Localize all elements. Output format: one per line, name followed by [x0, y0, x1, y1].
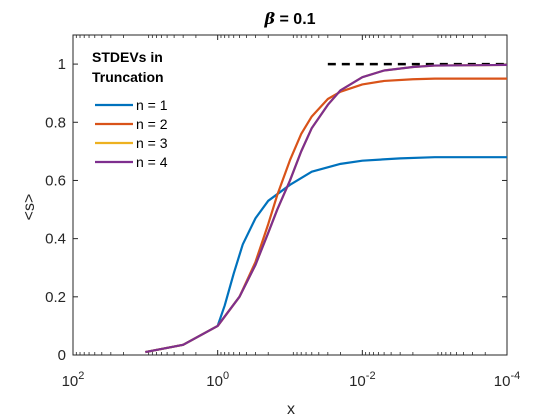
legend-title: STDEVs in: [92, 49, 163, 65]
legend-title: Truncation: [92, 69, 164, 85]
series-line-n1: [145, 156, 507, 354]
y-tick-label: 1: [58, 56, 66, 73]
y-tick-label: 0.8: [45, 114, 66, 131]
tick-labels: 102 100 10-2 10-4 0 0.2 0.4 0.6 0.8 1: [45, 56, 520, 390]
x-tick-label: 102: [62, 370, 85, 390]
minor-ticks: [75, 35, 486, 355]
legend: STDEVs in Truncation n = 1 n = 2 n = 3 n = 4: [92, 49, 168, 170]
legend-entry: n = 2: [136, 116, 168, 132]
series-line-n4: [145, 63, 508, 354]
axes: [72, 34, 508, 356]
x-tick-label: 10-4: [494, 370, 520, 390]
chart-title: β = 0.1: [263, 9, 315, 28]
y-axis-label: <s>: [21, 194, 38, 221]
x-tick-label: 100: [206, 370, 229, 390]
x-tick-label: 10-2: [349, 370, 375, 390]
legend-entry: n = 4: [136, 154, 168, 170]
y-tick-label: 0.2: [45, 289, 66, 306]
plot-frame: [72, 34, 508, 356]
legend-entry: n = 3: [136, 135, 168, 151]
x-axis-label: x: [287, 401, 295, 418]
y-tick-label: 0.6: [45, 172, 66, 189]
y-tick-label: 0: [58, 347, 66, 364]
y-tick-label: 0.4: [45, 231, 66, 248]
legend-entry: n = 1: [136, 97, 168, 113]
series-layer: [145, 63, 508, 354]
